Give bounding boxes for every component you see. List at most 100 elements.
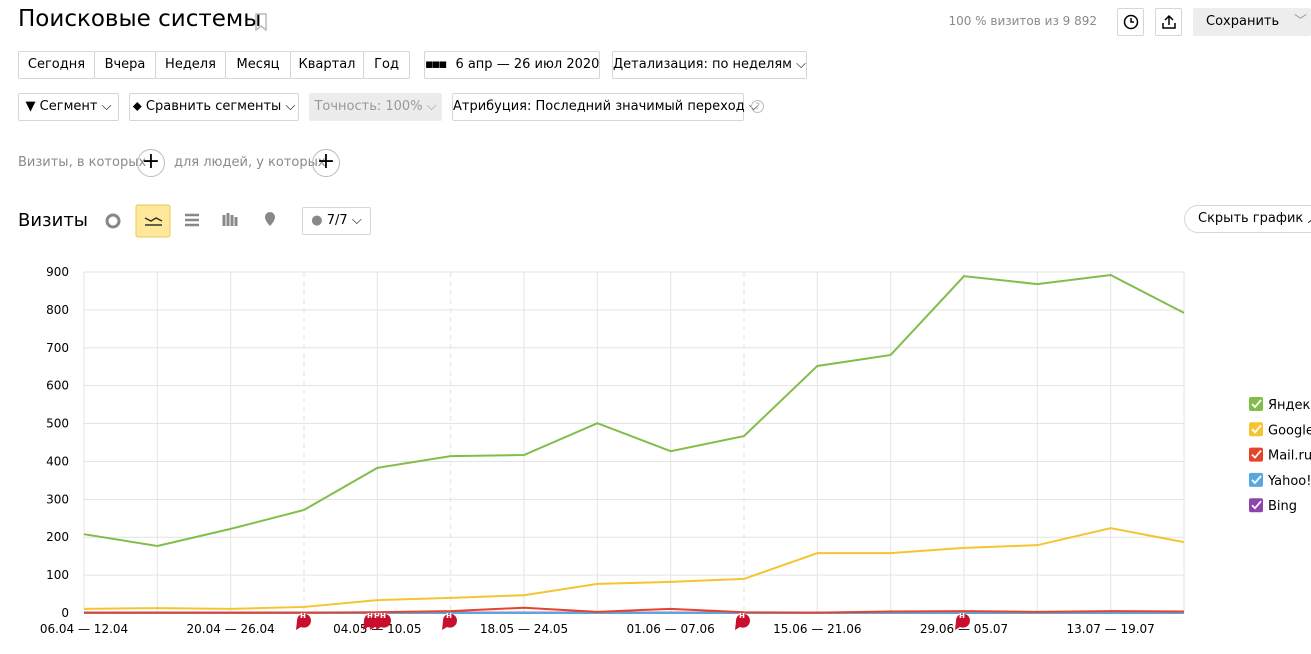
annotation-label: н (374, 611, 380, 621)
page-title: Поисковые системы (18, 6, 262, 32)
annotations-button[interactable]: ● 7/7 ⌵ (302, 207, 371, 235)
annotation-label: н (959, 611, 965, 621)
legend-check (1251, 399, 1262, 409)
x-tick-label: 06.04 — 12.04 (40, 622, 128, 636)
annotation-label: н (367, 611, 373, 621)
x-tick-label: 29.06 — 05.07 (920, 622, 1008, 636)
y-tick-label: 600 (46, 379, 69, 393)
bar-icon[interactable] (222, 213, 238, 226)
save-button[interactable]: Сохранить ﹀ (1193, 8, 1311, 36)
legend-checkbox (1249, 422, 1263, 437)
legend-item[interactable]: Bing (1249, 498, 1297, 514)
save-label: Сохранить (1206, 14, 1280, 29)
annotation-flag[interactable]: н (955, 611, 970, 630)
area-icon[interactable] (185, 213, 199, 227)
x-tick-label: 18.05 — 24.05 (480, 622, 568, 636)
x-tick-label: 20.04 — 26.04 (186, 622, 274, 636)
legend-label: Bing (1268, 499, 1297, 514)
legend-item[interactable]: Яндекс (1249, 397, 1311, 413)
hide-chart-button[interactable]: Скрыть график ︿ (1184, 205, 1311, 233)
flag-shape (442, 613, 457, 630)
annotation-counter: 7/7 (326, 213, 348, 228)
x-tick-label: 01.06 — 07.06 (626, 622, 714, 636)
period-button[interactable]: Квартал (290, 51, 364, 79)
map-icon[interactable] (265, 212, 275, 226)
legend-checkbox (1249, 498, 1263, 513)
condition-people: для людей, у которых (174, 155, 326, 170)
annotation-flag[interactable]: н (376, 611, 391, 630)
legend-item[interactable]: Mail.ru (1249, 447, 1311, 464)
legend-label: Яндекс (1268, 398, 1311, 413)
flag-shape (376, 613, 391, 630)
legend-checkbox (1249, 447, 1263, 462)
detail-label: Детализация: по неделям (613, 57, 792, 72)
series-line (84, 606, 1185, 614)
add-visit-condition[interactable]: + (137, 149, 165, 177)
history-button[interactable] (1117, 8, 1144, 36)
annotation-label: н (380, 611, 386, 621)
legend-label: Google (1268, 423, 1311, 438)
attribution-label: Атрибуция: Последний значимый переход (453, 99, 745, 114)
date-range: 6 апр — 26 июл 2020 (455, 57, 600, 72)
chevron: ﹀ (1294, 14, 1308, 29)
flag-shape (296, 613, 311, 630)
visits-share: 100 % визитов из 9 892 (948, 14, 1097, 28)
attribution-button[interactable]: Атрибуция: Последний значимый переход ⌵ (452, 93, 759, 121)
segment-label: Сегмент (39, 99, 98, 114)
y-tick-label: 0 (61, 606, 69, 620)
annotation-flag[interactable]: н (442, 611, 457, 630)
pie-icon[interactable] (105, 213, 121, 229)
series-line (83, 274, 1185, 547)
hide-chart-label: Скрыть график (1198, 211, 1304, 226)
period-button[interactable]: Неделя (155, 51, 226, 79)
series-line (83, 527, 1185, 610)
line-icon (144, 217, 163, 226)
accuracy-label: Точность: 100% (314, 99, 423, 114)
active-line-icon[interactable] (135, 204, 171, 238)
y-tick-label: 400 (46, 454, 69, 468)
legend-check (1251, 500, 1262, 510)
compare-button[interactable]: ⬥ Сравнить сегменты ⌵ (129, 93, 299, 121)
legend-item[interactable]: Yahoo! (1249, 472, 1311, 489)
legend-check (1251, 450, 1262, 459)
legend-checkbox (1249, 397, 1263, 411)
legend-check (1251, 475, 1262, 485)
y-tick-label: 800 (46, 303, 69, 317)
condition-visits: Визиты, в которых (18, 155, 147, 170)
legend-check (1251, 424, 1262, 434)
legend-item[interactable]: Google (1249, 422, 1311, 438)
y-tick-label: 200 (46, 530, 69, 544)
y-tick-label: 100 (46, 568, 69, 582)
add-people-condition[interactable]: + (312, 149, 340, 177)
y-tick-label: 300 (46, 492, 69, 506)
annotation-label: н (739, 611, 745, 621)
bookmark-icon[interactable] (254, 13, 268, 31)
section-title: Визиты (18, 210, 89, 231)
legend-label: Mail.ru (1268, 449, 1311, 464)
compare-label: Сравнить сегменты (145, 99, 282, 114)
annotation-flag[interactable]: н (735, 611, 750, 630)
export-button[interactable] (1155, 8, 1182, 36)
annotation-flag[interactable]: н (296, 611, 311, 630)
flag-shape (955, 613, 970, 630)
period-button[interactable]: Сегодня (18, 51, 95, 79)
date-range-button[interactable]: ▪▪▪ 6 апр — 26 июл 2020 (424, 51, 600, 79)
calendar-icon: ▪▪▪ (425, 57, 447, 72)
x-tick-label: 15.06 — 21.06 (773, 622, 861, 636)
detail-button[interactable]: Детализация: по неделям ⌵ (612, 51, 807, 79)
chart-type-switcher (105, 204, 275, 238)
x-tick-label: 13.07 — 19.07 (1066, 622, 1154, 636)
legend-label: Yahoo! (1267, 474, 1311, 489)
y-tick-label: 500 (46, 417, 69, 431)
period-button[interactable]: Вчера (94, 51, 156, 79)
y-tick-label: 700 (46, 341, 69, 355)
period-button[interactable]: Год (363, 51, 410, 79)
help-icon[interactable]: ? (751, 100, 764, 113)
segment-button[interactable]: ▼ Сегмент ⌵ (18, 93, 119, 121)
comment-icon: ● (311, 213, 323, 228)
accuracy-button[interactable]: Точность: 100% ⌵ (309, 93, 442, 121)
period-button[interactable]: Месяц (225, 51, 291, 79)
flag-shape (735, 613, 750, 630)
